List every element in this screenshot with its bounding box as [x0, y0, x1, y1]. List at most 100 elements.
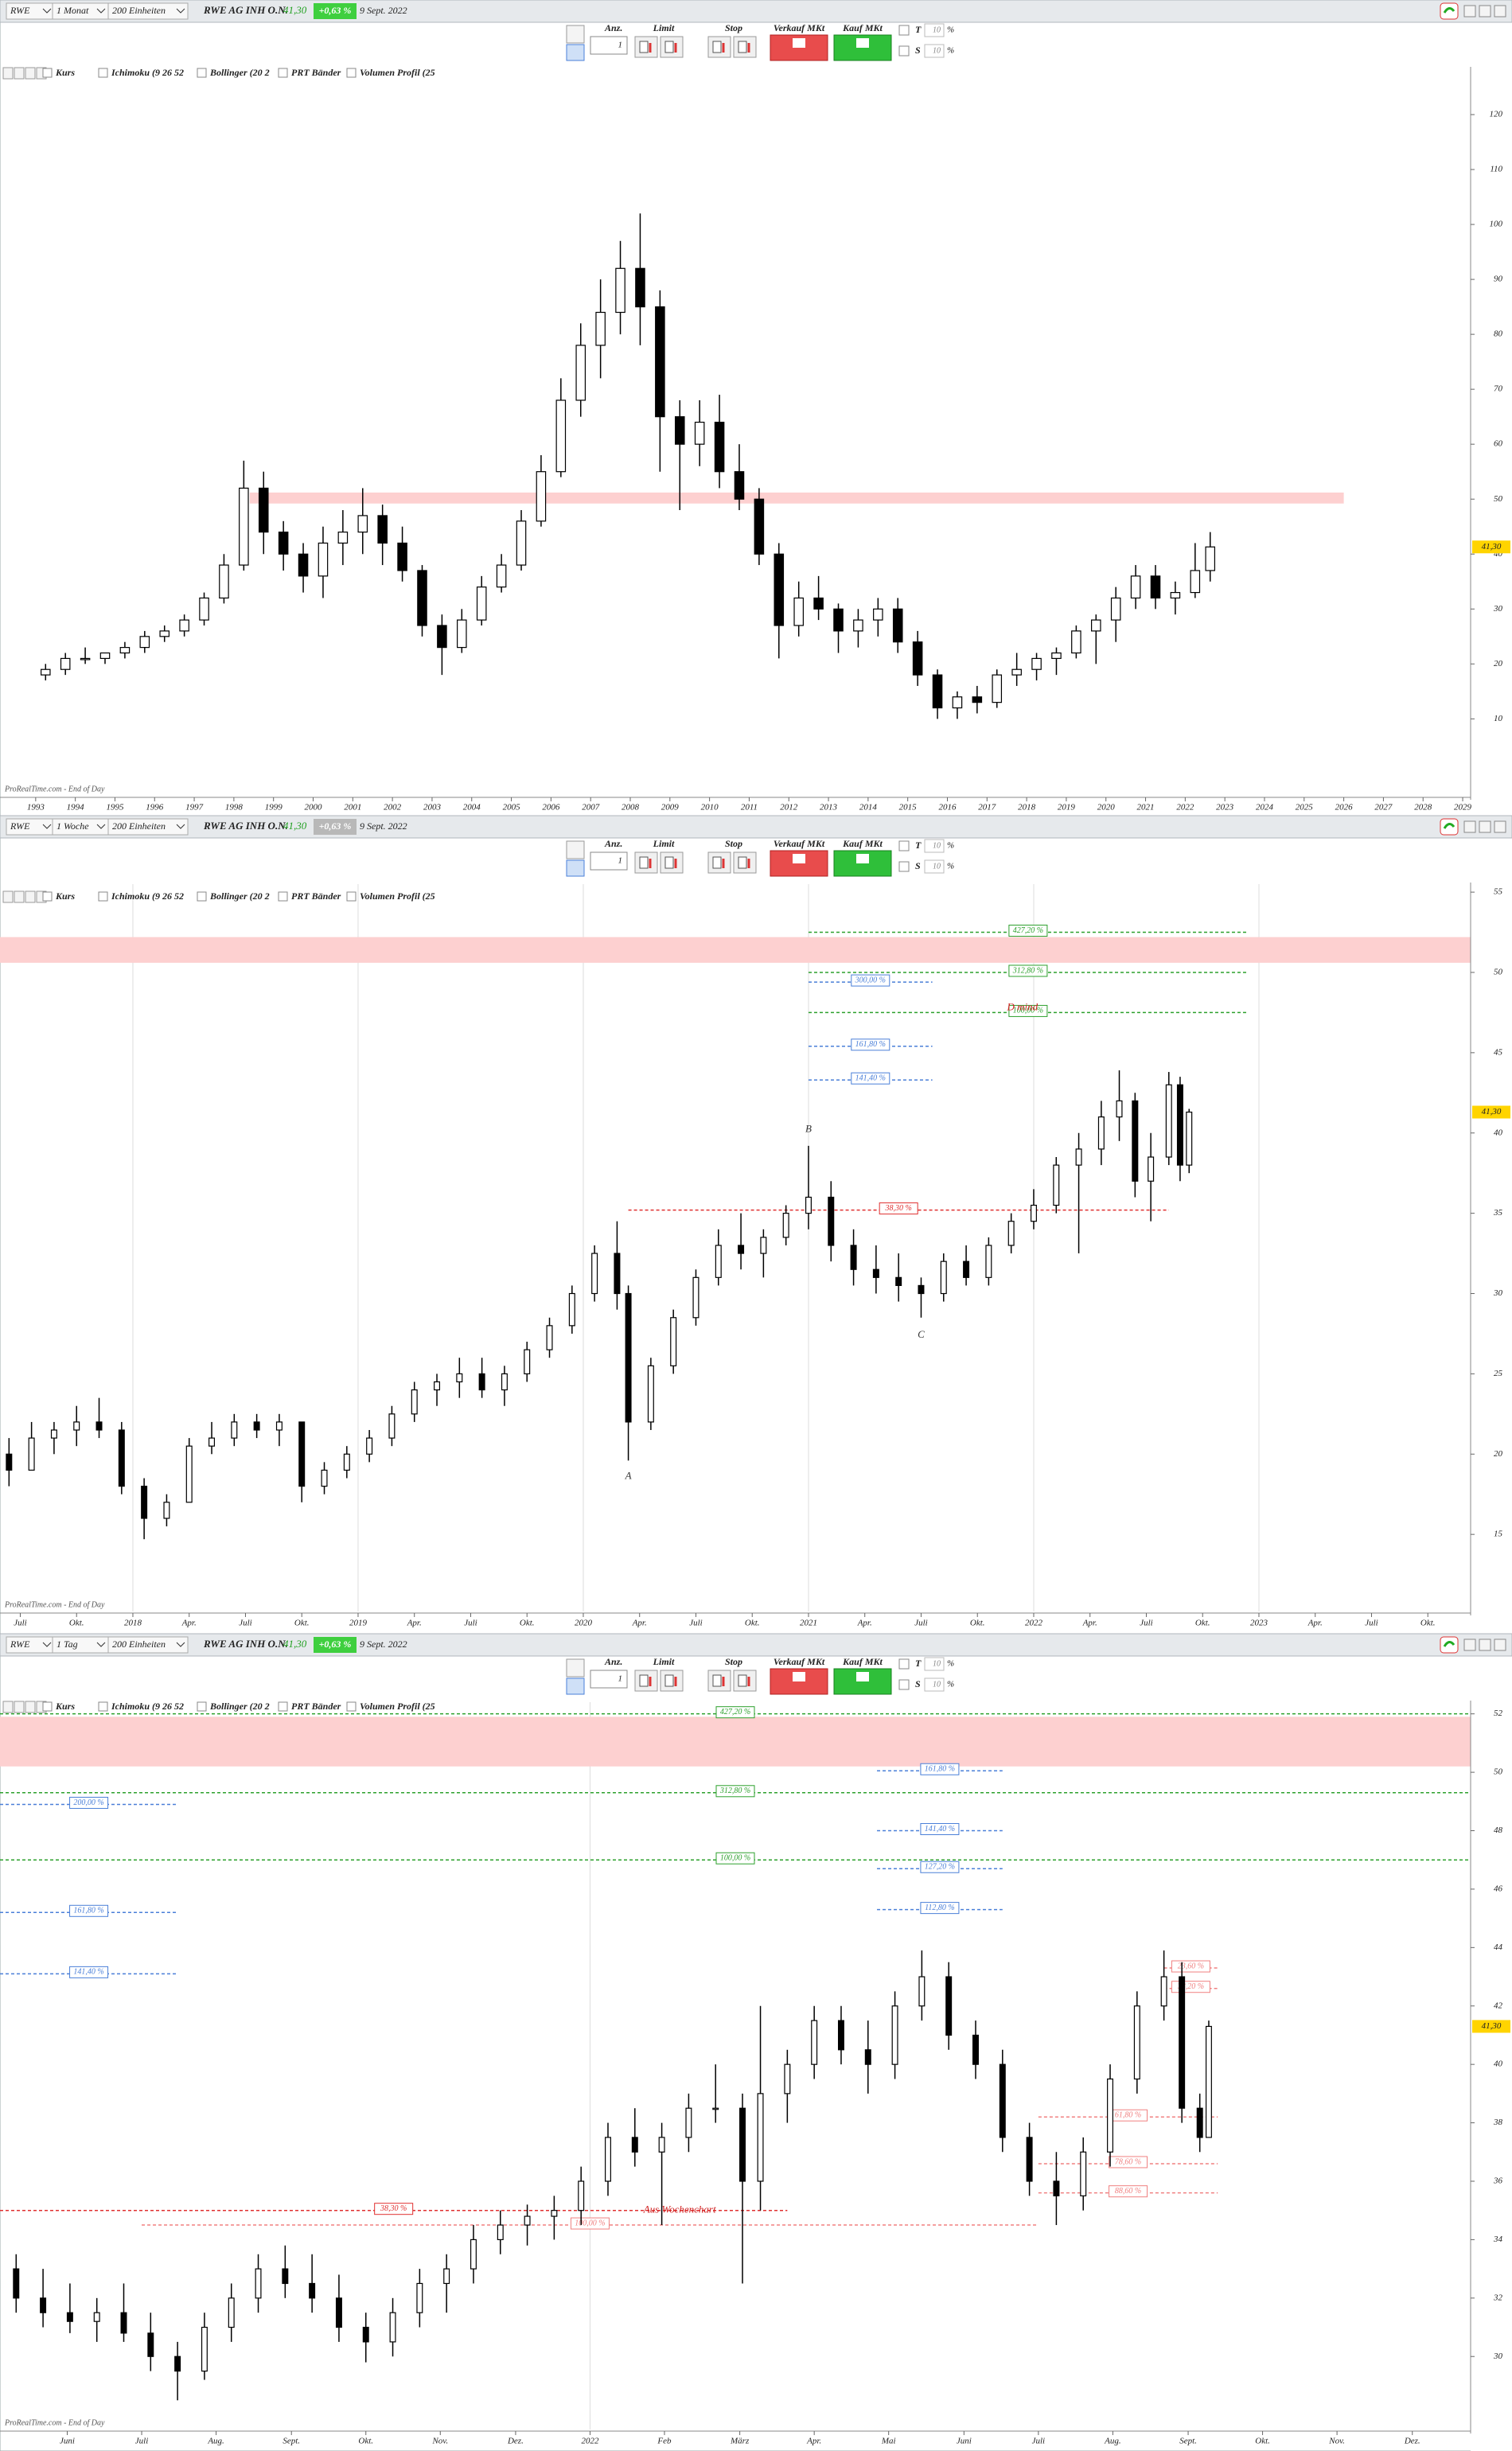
indicator-checkbox[interactable]	[197, 68, 207, 78]
indicator-label[interactable]: Ichimoku (9 26 52	[111, 67, 184, 78]
indicator-tool[interactable]	[25, 890, 36, 903]
checkbox[interactable]	[898, 861, 910, 872]
indicator-tool[interactable]	[25, 1701, 36, 1713]
dropdown-units[interactable]: 200 Einheiten	[112, 1639, 166, 1650]
indicator-tool[interactable]	[14, 890, 25, 903]
candle-body	[93, 2312, 100, 2322]
window-minimize[interactable]	[1463, 820, 1476, 833]
indicator-checkbox[interactable]	[42, 1701, 53, 1712]
pct-input[interactable]	[924, 859, 945, 874]
indicator-label[interactable]: Ichimoku (9 26 52	[111, 890, 184, 902]
window-close[interactable]	[1494, 1639, 1506, 1651]
dropdown-period[interactable]: 1 Monat	[57, 5, 89, 16]
indicator-label[interactable]: PRT Bänder	[291, 890, 341, 902]
indicator-label[interactable]: Volumen Profil (25	[360, 67, 435, 78]
indicator-checkbox[interactable]	[98, 68, 108, 78]
candle-body	[478, 1373, 485, 1391]
indicator-checkbox[interactable]	[346, 1701, 357, 1712]
indicator-label[interactable]: PRT Bänder	[291, 1701, 341, 1712]
indicator-checkbox[interactable]	[197, 1701, 207, 1712]
indicator-label[interactable]: Volumen Profil (25	[360, 1701, 435, 1712]
checkbox[interactable]	[898, 840, 910, 851]
x-tick-label: 1993	[27, 803, 45, 812]
window-restore[interactable]	[1479, 1639, 1491, 1651]
window-close[interactable]	[1494, 820, 1506, 833]
order-button[interactable]	[707, 851, 731, 874]
fib-label: 427,20 %	[720, 1708, 750, 1716]
indicator-label[interactable]: Kurs	[55, 890, 75, 902]
change: +0,63 %	[319, 5, 352, 16]
pct-input[interactable]	[924, 1657, 945, 1671]
indicator-checkbox[interactable]	[346, 891, 357, 902]
window-minimize[interactable]	[1463, 1639, 1476, 1651]
dropdown-symbol[interactable]: RWE	[10, 5, 30, 16]
toolbar-keyboard[interactable]	[566, 1678, 585, 1695]
indicator-tool[interactable]	[2, 67, 14, 80]
indicator-checkbox[interactable]	[98, 891, 108, 902]
indicator-checkbox[interactable]	[278, 891, 288, 902]
toolbar-keyboard[interactable]	[566, 44, 585, 61]
x-tick-label: Okt.	[358, 2437, 373, 2446]
fib-label: 300,00 %	[855, 976, 886, 984]
indicator-tool[interactable]	[14, 1701, 25, 1713]
indicator-label[interactable]: Bollinger (20 2	[209, 890, 270, 902]
indicator-label[interactable]: Volumen Profil (25	[360, 890, 435, 902]
pct-input[interactable]	[924, 839, 945, 853]
toolbar-pencil[interactable]	[566, 1658, 585, 1678]
window-restore[interactable]	[1479, 820, 1491, 833]
title-bar	[0, 0, 1512, 23]
indicator-checkbox[interactable]	[278, 68, 288, 78]
checkbox[interactable]	[898, 45, 910, 57]
checkbox[interactable]	[898, 1658, 910, 1670]
dropdown[interactable]	[107, 1636, 189, 1654]
dropdown-period[interactable]: 1 Tag	[57, 1639, 78, 1650]
candle-body	[992, 674, 1003, 703]
fib-label-box	[920, 1763, 960, 1775]
pct-input[interactable]	[924, 23, 945, 37]
qty-input[interactable]	[590, 36, 628, 55]
toolbar-pencil[interactable]	[566, 25, 585, 44]
x-tick-label: 2024	[1256, 803, 1274, 812]
indicator-checkbox[interactable]	[278, 1701, 288, 1712]
checkbox[interactable]	[898, 25, 910, 36]
indicator-label[interactable]: Kurs	[55, 67, 75, 78]
indicator-label[interactable]: Bollinger (20 2	[209, 67, 270, 78]
dropdown-units[interactable]: 200 Einheiten	[112, 5, 166, 16]
indicator-label[interactable]: Ichimoku (9 26 52	[111, 1701, 184, 1712]
indicator-tool[interactable]	[2, 890, 14, 903]
dropdown-symbol[interactable]: RWE	[10, 820, 30, 832]
window-minimize[interactable]	[1463, 5, 1476, 18]
pct-input[interactable]	[924, 44, 945, 58]
indicator-checkbox[interactable]	[197, 891, 207, 902]
toolbar-pencil[interactable]	[566, 840, 585, 859]
candle-body	[318, 542, 329, 577]
checkbox[interactable]	[898, 1679, 910, 1690]
dropdown-symbol[interactable]: RWE	[10, 1639, 30, 1650]
indicator-tool[interactable]	[25, 67, 36, 80]
qty-input[interactable]	[590, 1670, 628, 1689]
indicator-label[interactable]: Kurs	[55, 1701, 75, 1712]
dropdown-units[interactable]: 200 Einheiten	[112, 820, 166, 832]
window-close[interactable]	[1494, 5, 1506, 18]
indicator-checkbox[interactable]	[98, 1701, 108, 1712]
qty-input[interactable]	[590, 851, 628, 871]
dropdown[interactable]	[107, 818, 189, 836]
y-tick-label: 55	[1494, 887, 1503, 897]
dropdown-period[interactable]: 1 Woche	[57, 820, 89, 832]
indicator-checkbox[interactable]	[42, 68, 53, 78]
toolbar-keyboard[interactable]	[566, 859, 585, 877]
indicator-label[interactable]: Bollinger (20 2	[209, 1701, 270, 1712]
panel-background	[0, 1633, 1512, 2451]
date: 9 Sept. 2022	[360, 1639, 407, 1650]
candle-body	[119, 647, 131, 654]
candle-body	[714, 421, 725, 473]
indicator-tool[interactable]	[2, 1701, 14, 1713]
indicator-tool[interactable]	[14, 67, 25, 80]
indicator-label[interactable]: PRT Bänder	[291, 67, 341, 78]
x-tick-label: Juli	[135, 2437, 149, 2446]
indicator-checkbox[interactable]	[42, 891, 53, 902]
dropdown[interactable]	[107, 2, 189, 20]
pct-input[interactable]	[924, 1678, 945, 1692]
indicator-checkbox[interactable]	[346, 68, 357, 78]
window-restore[interactable]	[1479, 5, 1491, 18]
